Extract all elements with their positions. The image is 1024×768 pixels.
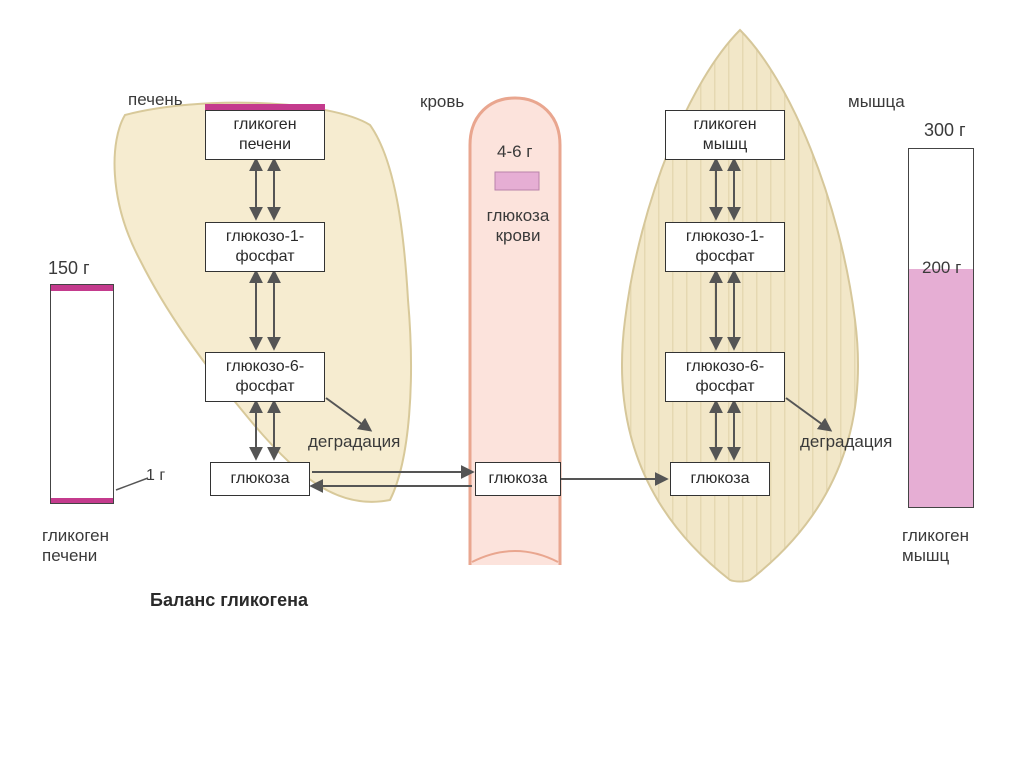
muscle-node-glycogen: гликоген мышц — [665, 110, 785, 160]
liver-bar-topstrip — [51, 285, 113, 291]
liver-node-glycogen: гликоген печени — [205, 110, 325, 160]
muscle-bar-fill — [909, 269, 973, 507]
diagram-canvas: печень кровь мышца гликоген печени глюко… — [0, 0, 1024, 768]
liver-region-label: печень — [128, 90, 183, 110]
muscle-node-g1p: глюкозо-1-фосфат — [665, 222, 785, 272]
liver-degradation-label: деградация — [308, 432, 400, 452]
liver-bar-fill — [51, 498, 113, 503]
blood-amount-label: 4-6 г — [497, 142, 533, 162]
muscle-node-g6p: глюкозо-6-фосфат — [665, 352, 785, 402]
muscle-bar-top-label: 300 г — [924, 120, 966, 142]
muscle-bar-mid-label: 200 г — [922, 258, 961, 278]
muscle-degradation-label: деградация — [800, 432, 880, 452]
blood-region-label: кровь — [420, 92, 464, 112]
blood-substance-label: глюкоза крови — [480, 206, 556, 247]
liver-bar-tick-label: 1 г — [146, 466, 165, 485]
muscle-node-glucose: глюкоза — [670, 462, 770, 496]
background-shapes — [0, 0, 1024, 768]
liver-node-glucose: глюкоза — [210, 462, 310, 496]
liver-bar-top-label: 150 г — [48, 258, 90, 280]
blood-glucose-indicator — [495, 172, 539, 190]
liver-node-g6p: глюкозо-6-фосфат — [205, 352, 325, 402]
liver-bar-bottom-label: гликоген печени — [42, 526, 142, 567]
blood-node-glucose: глюкоза — [475, 462, 561, 496]
muscle-bar-bottom-label: гликоген мышц — [902, 526, 1002, 567]
liver-node-g1p: глюкозо-1-фосфат — [205, 222, 325, 272]
diagram-title: Баланс гликогена — [150, 590, 308, 611]
liver-bar — [50, 284, 114, 504]
muscle-region-label: мышца — [848, 92, 905, 112]
muscle-bar — [908, 148, 974, 508]
